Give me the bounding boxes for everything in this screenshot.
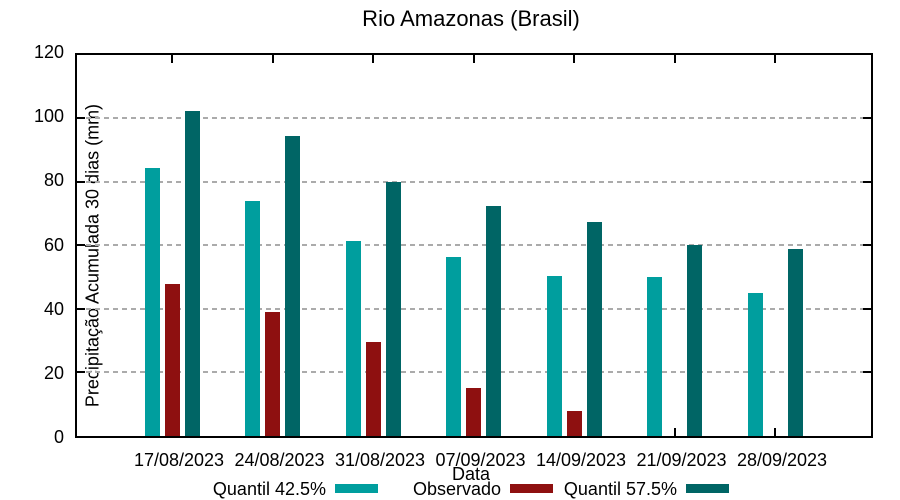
bar-series-1-group-1 [145, 168, 160, 436]
y-tick-left-80 [77, 181, 85, 183]
x-tick-top-4 [473, 55, 475, 63]
x-tick-bottom-6 [674, 428, 676, 436]
bar-series-2-group-4 [466, 388, 481, 436]
bar-series-2-group-3 [366, 342, 381, 436]
gridline-y-80 [77, 181, 871, 183]
x-tick-label-2: 24/08/2023 [234, 450, 325, 470]
x-tick-label-6: 21/09/2023 [636, 450, 727, 470]
x-tick-label-5: 14/09/2023 [535, 450, 627, 470]
y-tick-label-20: 20 [43, 362, 64, 383]
bar-series-3-group-3 [386, 182, 401, 436]
x-tick-top-3 [372, 55, 374, 63]
y-tick-label-60: 60 [43, 234, 64, 255]
y-tick-right-80 [863, 181, 871, 183]
gridline-y-60 [77, 244, 871, 246]
y-tick-label-40: 40 [43, 298, 64, 319]
x-axis-title: Data [451, 464, 491, 484]
plot-area [75, 53, 873, 438]
y-tick-left-100 [77, 117, 85, 119]
legend-swatch-1 [335, 484, 378, 493]
y-tick-right-100 [863, 117, 871, 119]
gridline-y-20 [77, 371, 871, 373]
x-tick-top-5 [573, 55, 575, 63]
bar-series-3-group-4 [486, 206, 501, 436]
x-tick-top-6 [674, 55, 676, 63]
x-tick-bottom-7 [774, 428, 776, 436]
y-tick-right-40 [863, 308, 871, 310]
bar-series-2-group-5 [567, 411, 582, 436]
x-tick-label-3: 31/08/2023 [334, 450, 426, 470]
bar-series-3-group-2 [285, 136, 300, 436]
bar-series-3-group-7 [788, 249, 803, 436]
legend-label-3: Quantil 57.5% [563, 479, 677, 499]
y-tick-left-60 [77, 244, 85, 246]
bar-series-3-group-6 [687, 245, 702, 436]
bar-series-1-group-7 [748, 293, 763, 436]
bar-series-2-group-1 [165, 284, 180, 436]
x-tick-label-4: 07/09/2023 [435, 450, 526, 470]
bar-series-3-group-5 [587, 222, 602, 436]
gridline-y-100 [77, 117, 871, 119]
chart-title: Rio Amazonas (Brasil) [362, 6, 580, 31]
x-tick-label-1: 17/08/2023 [133, 450, 225, 470]
x-tick-top-2 [272, 55, 274, 63]
y-tick-label-100: 100 [33, 106, 64, 127]
legend-label-2: Observado [412, 479, 501, 499]
y-tick-left-20 [77, 371, 85, 373]
bar-series-1-group-5 [547, 276, 562, 436]
bar-series-2-group-2 [265, 312, 280, 436]
x-tick-top-7 [774, 55, 776, 63]
legend-swatch-3 [686, 484, 729, 493]
bar-series-3-group-1 [185, 111, 200, 436]
y-tick-label-0: 0 [53, 427, 64, 447]
bar-series-1-group-2 [245, 201, 260, 436]
y-tick-right-60 [863, 244, 871, 246]
x-tick-top-1 [171, 55, 173, 63]
y-tick-right-20 [863, 371, 871, 373]
y-tick-label-120: 120 [33, 42, 64, 62]
x-tick-label-7: 28/09/2023 [736, 450, 828, 470]
y-tick-left-40 [77, 308, 85, 310]
legend-label-1: Quantil 42.5% [212, 479, 326, 499]
gridline-y-40 [77, 308, 871, 310]
bar-series-1-group-3 [346, 241, 361, 436]
bar-series-1-group-4 [446, 257, 461, 436]
legend-swatch-2 [510, 484, 553, 493]
bar-series-1-group-6 [647, 277, 662, 436]
y-tick-label-80: 80 [43, 170, 64, 191]
